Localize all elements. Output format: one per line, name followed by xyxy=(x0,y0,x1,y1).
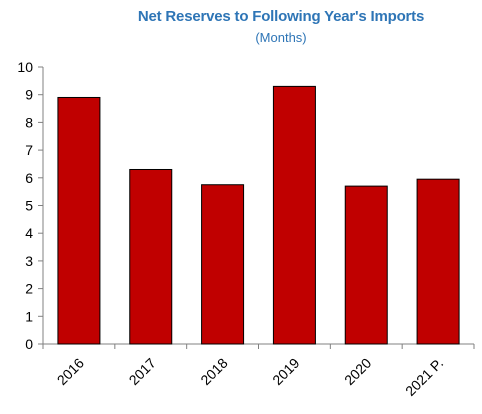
y-tick-label: 6 xyxy=(25,170,33,186)
bar-2021-P xyxy=(416,178,460,345)
y-tick-label: 9 xyxy=(25,87,33,103)
y-tick-label: 10 xyxy=(17,59,33,75)
x-tick-label: 2018 xyxy=(197,355,230,388)
bar-2020 xyxy=(344,185,388,345)
x-tick-label: 2016 xyxy=(54,355,87,388)
y-tick-label: 0 xyxy=(25,336,33,352)
y-tick-label: 3 xyxy=(25,253,33,269)
y-tick-label: 1 xyxy=(25,308,33,324)
x-tick-label: 2017 xyxy=(126,355,159,388)
y-tick-label: 2 xyxy=(25,281,33,297)
bar-2016 xyxy=(57,96,101,345)
bar-2018 xyxy=(201,184,245,345)
bar-2017 xyxy=(129,168,173,345)
y-tick-label: 8 xyxy=(25,114,33,130)
chart-subtitle: (Months) xyxy=(255,30,307,45)
y-tick-label: 4 xyxy=(25,225,33,241)
x-tick-label: 2020 xyxy=(341,355,374,388)
x-tick-label: 2019 xyxy=(269,355,302,388)
y-tick-label: 5 xyxy=(25,198,33,214)
chart-title: Net Reserves to Following Year's Imports xyxy=(137,8,425,25)
x-tick-label: 2021 P. xyxy=(402,355,446,399)
y-tick-label: 7 xyxy=(25,142,33,158)
bar-2019 xyxy=(272,85,316,345)
